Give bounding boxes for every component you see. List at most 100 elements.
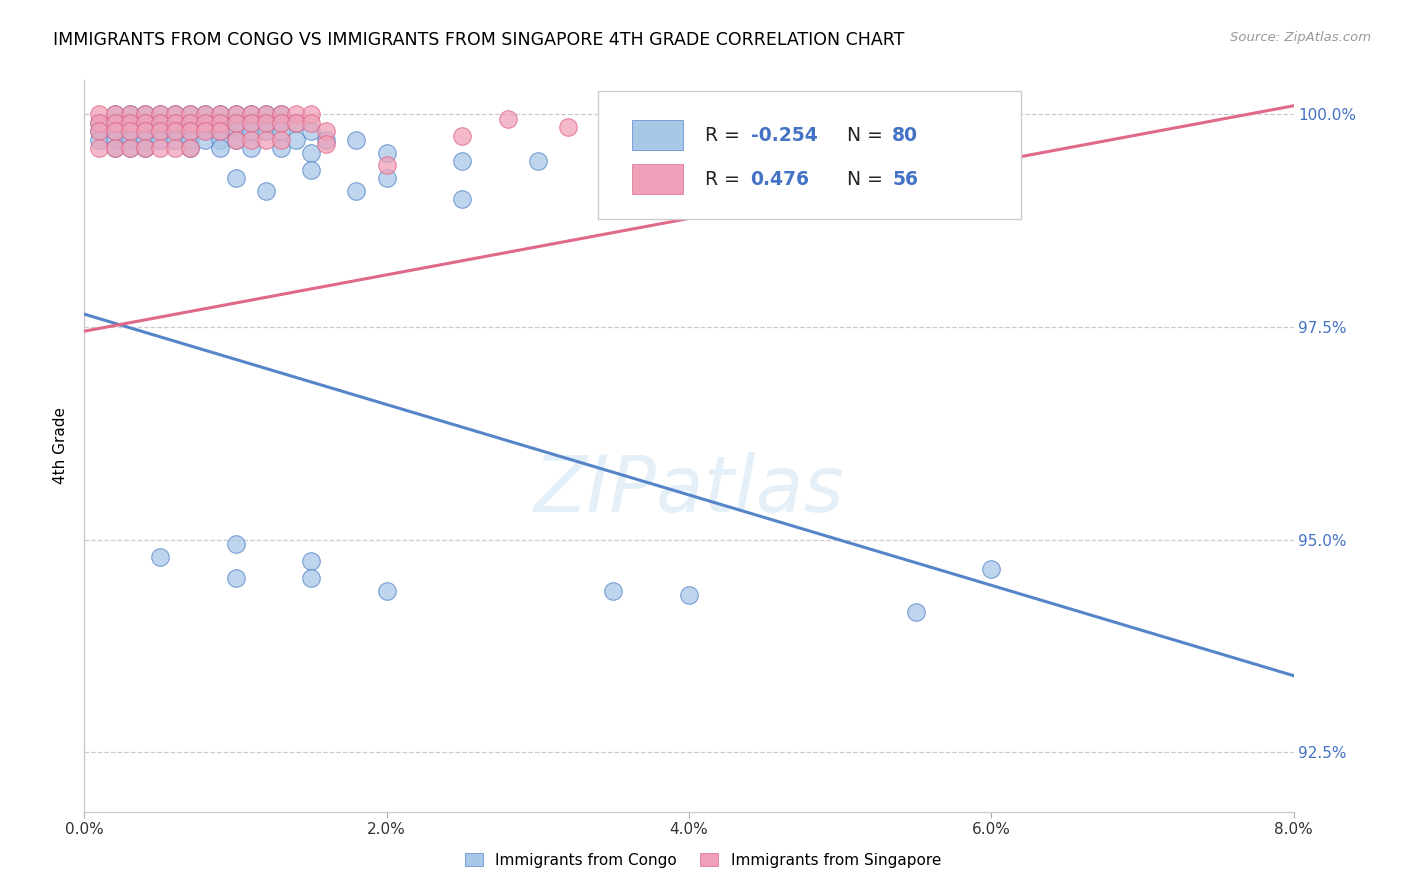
Point bbox=[254, 107, 277, 121]
Point bbox=[149, 124, 172, 138]
Text: 0.476: 0.476 bbox=[751, 169, 810, 188]
Point bbox=[225, 107, 247, 121]
Point bbox=[165, 133, 187, 147]
Point bbox=[209, 124, 232, 138]
Point bbox=[179, 124, 201, 138]
Point bbox=[239, 107, 262, 121]
Point bbox=[254, 133, 277, 147]
Point bbox=[104, 124, 127, 138]
Point bbox=[270, 124, 292, 138]
Point bbox=[980, 562, 1002, 576]
Y-axis label: 4th Grade: 4th Grade bbox=[53, 408, 69, 484]
Point bbox=[678, 588, 700, 602]
Point bbox=[299, 571, 322, 585]
Point bbox=[239, 116, 262, 130]
Point bbox=[118, 116, 141, 130]
Point bbox=[118, 141, 141, 155]
Point bbox=[149, 549, 172, 564]
Point bbox=[225, 133, 247, 147]
Point bbox=[270, 141, 292, 155]
Point bbox=[179, 124, 201, 138]
Point bbox=[179, 107, 201, 121]
Point bbox=[149, 141, 172, 155]
Point bbox=[285, 133, 308, 147]
Point bbox=[270, 107, 292, 121]
Point bbox=[451, 192, 474, 206]
Point bbox=[118, 124, 141, 138]
Point bbox=[118, 124, 141, 138]
Point bbox=[118, 107, 141, 121]
Point bbox=[149, 124, 172, 138]
Point bbox=[299, 116, 322, 130]
Point bbox=[149, 107, 172, 121]
Point bbox=[346, 133, 368, 147]
Point bbox=[118, 141, 141, 155]
Point bbox=[209, 107, 232, 121]
Point bbox=[134, 116, 156, 130]
Point bbox=[254, 116, 277, 130]
Point bbox=[315, 137, 337, 152]
Point bbox=[239, 107, 262, 121]
Text: IMMIGRANTS FROM CONGO VS IMMIGRANTS FROM SINGAPORE 4TH GRADE CORRELATION CHART: IMMIGRANTS FROM CONGO VS IMMIGRANTS FROM… bbox=[53, 31, 905, 49]
Point bbox=[496, 112, 519, 126]
Point bbox=[209, 141, 232, 155]
Point bbox=[254, 124, 277, 138]
Legend: Immigrants from Congo, Immigrants from Singapore: Immigrants from Congo, Immigrants from S… bbox=[457, 845, 949, 875]
Text: ZIPatlas: ZIPatlas bbox=[533, 452, 845, 528]
Point bbox=[225, 124, 247, 138]
Point bbox=[165, 116, 187, 130]
Point bbox=[179, 141, 201, 155]
Point bbox=[299, 107, 322, 121]
Point bbox=[194, 124, 217, 138]
Point bbox=[89, 141, 111, 155]
Point bbox=[179, 116, 201, 130]
Point bbox=[165, 124, 187, 138]
FancyBboxPatch shape bbox=[633, 120, 683, 151]
Point bbox=[194, 107, 217, 121]
Point bbox=[194, 116, 217, 130]
Point bbox=[315, 133, 337, 147]
Point bbox=[346, 184, 368, 198]
Point bbox=[270, 116, 292, 130]
Point bbox=[375, 171, 398, 186]
Point bbox=[254, 116, 277, 130]
Text: -0.254: -0.254 bbox=[751, 126, 817, 145]
Point bbox=[225, 133, 247, 147]
Point bbox=[527, 154, 550, 169]
Point bbox=[179, 107, 201, 121]
Point bbox=[225, 116, 247, 130]
Point bbox=[89, 116, 111, 130]
Point bbox=[134, 133, 156, 147]
Point bbox=[149, 116, 172, 130]
Point bbox=[89, 124, 111, 138]
Point bbox=[134, 116, 156, 130]
Point bbox=[270, 133, 292, 147]
Point bbox=[149, 133, 172, 147]
Text: R =: R = bbox=[704, 126, 745, 145]
Point bbox=[299, 145, 322, 160]
Point bbox=[89, 116, 111, 130]
Point bbox=[225, 107, 247, 121]
Point bbox=[134, 124, 156, 138]
Point bbox=[149, 116, 172, 130]
Point bbox=[89, 133, 111, 147]
Point bbox=[194, 124, 217, 138]
Point bbox=[225, 571, 247, 585]
Point bbox=[375, 583, 398, 598]
Point bbox=[179, 133, 201, 147]
Point bbox=[285, 116, 308, 130]
Point bbox=[104, 116, 127, 130]
Point bbox=[285, 116, 308, 130]
Point bbox=[209, 107, 232, 121]
Point bbox=[165, 107, 187, 121]
Point bbox=[239, 141, 262, 155]
Point bbox=[179, 116, 201, 130]
Text: 56: 56 bbox=[891, 169, 918, 188]
Point bbox=[165, 124, 187, 138]
Point bbox=[134, 141, 156, 155]
Point bbox=[134, 107, 156, 121]
Point bbox=[451, 128, 474, 143]
Point bbox=[194, 116, 217, 130]
Point bbox=[239, 124, 262, 138]
Point bbox=[209, 124, 232, 138]
